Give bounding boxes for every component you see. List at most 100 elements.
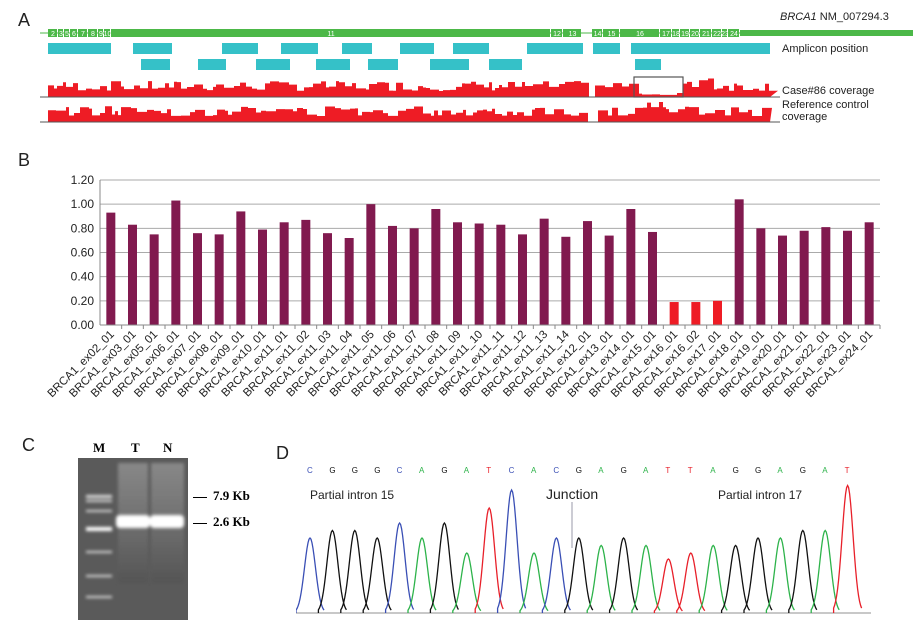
y-tick-label: 0.60 — [71, 246, 95, 260]
bar — [821, 227, 831, 325]
exon-number: 3 — [59, 31, 63, 38]
bar — [561, 236, 571, 325]
base-call: G — [374, 466, 381, 475]
exon-block — [620, 29, 659, 37]
base-call: T — [665, 466, 671, 475]
y-tick-label: 0.80 — [71, 221, 95, 235]
base-call: G — [799, 466, 807, 475]
exon-number: 13 — [569, 31, 577, 38]
exon-number: 21 — [702, 31, 710, 38]
base-call: G — [441, 466, 448, 475]
base-call: A — [710, 466, 716, 475]
amplicon — [281, 43, 318, 54]
amplicon — [368, 59, 398, 70]
amplicon — [342, 43, 372, 54]
bar — [583, 221, 592, 325]
exon-block — [700, 29, 711, 37]
base-call: C — [307, 466, 313, 475]
bar — [344, 238, 354, 325]
amplicon — [316, 59, 350, 70]
bar — [626, 209, 636, 325]
label-junction: Junction — [546, 486, 599, 502]
exon-number: 18 — [672, 31, 680, 38]
exon-number: 16 — [636, 31, 644, 38]
exon-number: 5 — [65, 31, 69, 38]
bar — [149, 234, 159, 325]
trace-peak — [384, 521, 415, 613]
base-call: A — [419, 466, 425, 475]
base-call: C — [553, 466, 560, 475]
exon-block — [672, 29, 679, 37]
amplicon — [527, 43, 583, 54]
trace-peak — [608, 536, 639, 613]
bar — [128, 224, 137, 325]
trace-peak — [676, 552, 706, 613]
bar — [691, 302, 701, 325]
exon-block — [98, 29, 103, 37]
exon-number: 11 — [327, 31, 334, 38]
utr-block — [740, 30, 913, 36]
exon-number: 20 — [691, 31, 699, 38]
exon-block — [104, 29, 110, 37]
trace-peak — [519, 552, 549, 613]
exon-block — [660, 29, 671, 37]
exon-number: 12 — [553, 31, 561, 38]
amplicon — [222, 43, 258, 54]
panel-d-letter: D — [276, 443, 289, 463]
trace-peak — [541, 536, 571, 613]
amplicon — [198, 59, 226, 70]
exon-block — [70, 29, 77, 37]
lane-label-m: M — [93, 440, 106, 455]
base-call: G — [620, 466, 627, 475]
gene-name: BRCA1 — [780, 11, 817, 23]
exon-number: 10 — [104, 31, 112, 38]
amplicon — [631, 43, 770, 54]
bar — [496, 224, 506, 325]
exon-block — [712, 29, 721, 37]
bar — [453, 222, 462, 325]
trace-peak — [296, 536, 325, 613]
amplicon — [453, 43, 489, 54]
amplicon — [48, 43, 111, 54]
exon-number: 8 — [91, 31, 95, 38]
amplicon — [635, 59, 661, 70]
trace-peak — [496, 488, 527, 613]
bar — [366, 204, 376, 325]
amplicon — [133, 43, 172, 54]
panel-c-letter: C — [22, 435, 35, 455]
exon-block — [88, 29, 97, 37]
trace-peak — [653, 558, 683, 613]
panel-b-letter: B — [18, 150, 31, 170]
bar — [778, 235, 787, 325]
exon-number: 7 — [81, 31, 85, 38]
trace-peak — [765, 536, 795, 613]
gene-title: BRCA1 NM_007294.3 — [780, 11, 889, 23]
deletion-box — [633, 76, 684, 98]
exon-number: 17 — [662, 31, 670, 38]
base-call: G — [329, 466, 336, 475]
y-tick-label: 1.00 — [71, 197, 95, 211]
lane-label-t: T — [131, 440, 140, 455]
bar — [388, 225, 397, 325]
base-call: A — [598, 466, 604, 475]
amplicon — [141, 59, 170, 70]
bar — [106, 212, 116, 325]
exon-number: 9 — [99, 31, 103, 38]
bar — [214, 234, 224, 325]
bar — [431, 209, 441, 325]
marker-2-6kb: 2.6 Kb — [193, 514, 250, 530]
base-call: G — [351, 466, 359, 475]
base-call: A — [463, 466, 470, 475]
bar — [756, 228, 766, 325]
base-call: G — [732, 466, 739, 475]
y-tick-label: 0.00 — [71, 318, 95, 332]
base-call: A — [822, 466, 828, 475]
bar — [258, 229, 267, 325]
exon-block — [680, 29, 689, 37]
exon-block — [563, 29, 581, 37]
bar-chart: 0.000.200.400.600.801.001.20BRCA1_ex02_0… — [46, 173, 881, 400]
bar — [236, 211, 246, 325]
amplicon — [430, 59, 469, 70]
amplicon — [256, 59, 290, 70]
